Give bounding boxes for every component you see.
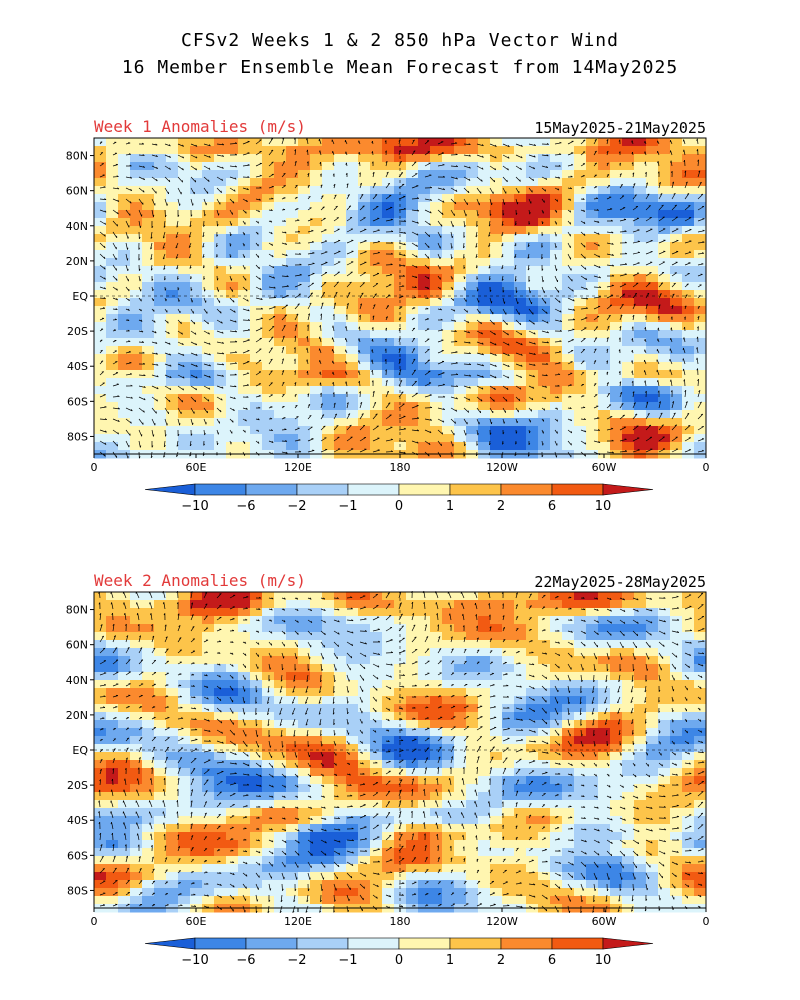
colorbar-segment	[194, 483, 247, 496]
map-field	[94, 592, 707, 913]
colorbar-segment	[449, 937, 502, 950]
wind-vectors	[99, 137, 705, 459]
lat-tick-label: EQ	[72, 290, 88, 303]
colorbar-segment	[144, 937, 196, 950]
colorbar: −10 −6 −2 −1 0 1 2 6 10	[144, 483, 654, 510]
colorbar-label: −1	[338, 499, 357, 510]
lat-tick-label: 60N	[66, 639, 88, 652]
colorbar-label: 1	[446, 953, 454, 964]
colorbar-segment	[245, 937, 298, 950]
lat-tick-label: 80S	[67, 884, 88, 897]
colorbar-label: −2	[287, 953, 306, 964]
lon-tick-label: 0	[91, 915, 98, 928]
panel2-date-range: 22May2025-28May2025	[534, 573, 706, 591]
colorbar-label: 1	[446, 499, 454, 510]
lat-tick-label: 40S	[67, 360, 88, 373]
lon-tick-label: 120E	[284, 461, 312, 474]
colorbar-segment	[602, 483, 654, 496]
lat-tick-label: 40N	[66, 674, 88, 687]
lon-tick-label: 180	[390, 915, 411, 928]
colorbar-segment	[398, 937, 451, 950]
colorbar-segment	[551, 937, 604, 950]
colorbar-label: −2	[287, 499, 306, 510]
lat-tick-label: EQ	[72, 744, 88, 757]
lon-tick-label: 60W	[592, 915, 617, 928]
colorbar-label: −10	[181, 499, 208, 510]
lon-tick-label: 120W	[486, 461, 518, 474]
lat-tick-label: 60S	[67, 395, 88, 408]
colorbar-segment	[144, 483, 196, 496]
colorbar-segment	[551, 483, 604, 496]
colorbar-segment	[245, 483, 298, 496]
colorbar-label: 6	[548, 499, 556, 510]
colorbar-segment	[347, 937, 400, 950]
lon-tick-label: 0	[91, 461, 98, 474]
colorbar-label: −6	[236, 499, 255, 510]
panel1-title: Week 1 Anomalies (m/s)	[94, 117, 306, 136]
lat-tick-label: 20N	[66, 709, 88, 722]
lat-tick-label: 20S	[67, 325, 88, 338]
wind-vectors	[98, 590, 705, 914]
lat-tick-label: 40S	[67, 814, 88, 827]
colorbar-label: −10	[181, 953, 208, 964]
colorbar-label: 6	[548, 953, 556, 964]
colorbar-segment	[449, 483, 502, 496]
colorbar-label: −6	[236, 953, 255, 964]
colorbar-segment	[500, 483, 553, 496]
lat-tick-label: 20N	[66, 255, 88, 268]
colorbar-segment	[500, 937, 553, 950]
lon-tick-label: 120E	[284, 915, 312, 928]
lon-tick-label: 60W	[592, 461, 617, 474]
colorbar-segment	[398, 483, 451, 496]
colorbar-label: 2	[497, 953, 505, 964]
lat-tick-label: 80N	[66, 604, 88, 617]
colorbar-segment	[194, 937, 247, 950]
colorbar-segment	[602, 937, 654, 950]
lat-tick-label: 80N	[66, 150, 88, 163]
figure-title-line1: CFSv2 Weeks 1 & 2 850 hPa Vector Wind	[181, 30, 619, 51]
lat-tick-label: 80S	[67, 430, 88, 443]
colorbar-label: 10	[595, 499, 612, 510]
colorbar-segment	[296, 483, 349, 496]
lon-tick-label: 180	[390, 461, 411, 474]
colorbar: −10 −6 −2 −1 0 1 2 6 10	[144, 937, 654, 964]
lat-tick-label: 20S	[67, 779, 88, 792]
panel2-title: Week 2 Anomalies (m/s)	[94, 571, 306, 590]
map-field	[94, 138, 707, 459]
colorbar-segment	[347, 483, 400, 496]
colorbar-label: 0	[395, 499, 403, 510]
lon-tick-label: 60E	[186, 915, 207, 928]
colorbar-label: 0	[395, 953, 403, 964]
lon-tick-label: 120W	[486, 915, 518, 928]
lat-tick-label: 60S	[67, 849, 88, 862]
lat-tick-label: 60N	[66, 185, 88, 198]
figure-title-line2: 16 Member Ensemble Mean Forecast from 14…	[121, 57, 679, 78]
panel1-date-range: 15May2025-21May2025	[534, 119, 706, 137]
lon-tick-label: 0	[703, 915, 710, 928]
lon-tick-label: 60E	[186, 461, 207, 474]
colorbar-label: 2	[497, 499, 505, 510]
lat-tick-label: 40N	[66, 220, 88, 233]
colorbar-label: −1	[338, 953, 357, 964]
colorbar-segment	[296, 937, 349, 950]
colorbar-label: 10	[595, 953, 612, 964]
lon-tick-label: 0	[703, 461, 710, 474]
